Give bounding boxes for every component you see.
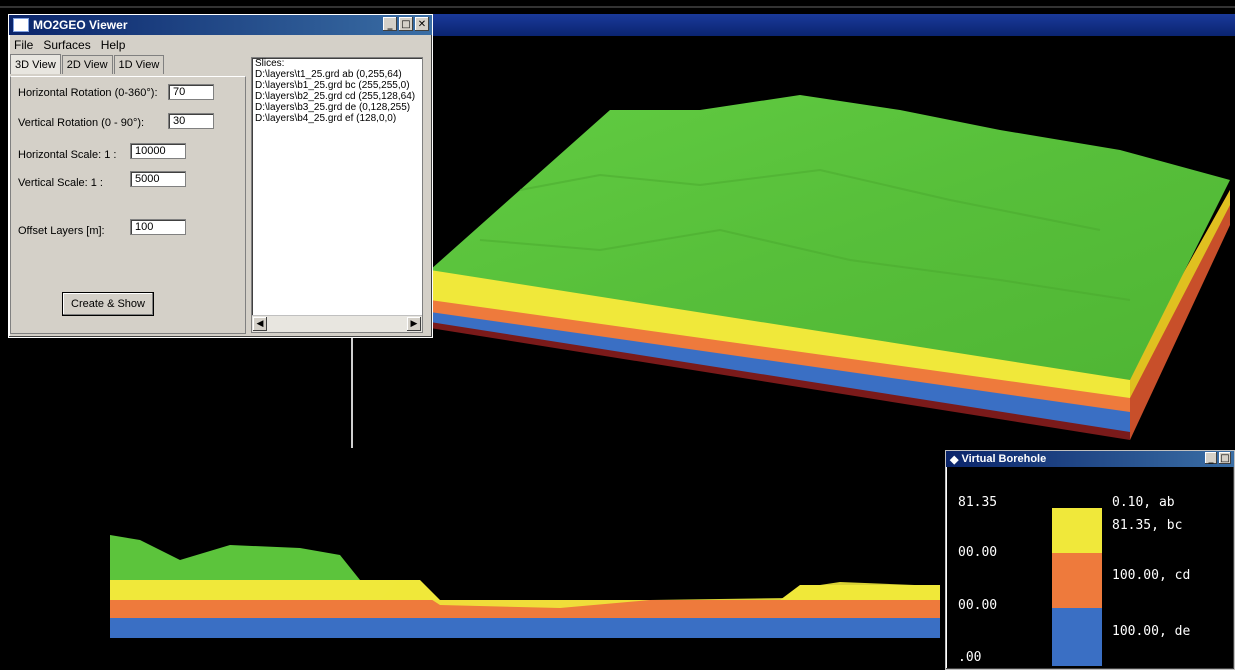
close-button[interactable]: ✕ bbox=[415, 17, 429, 31]
viewer-titlebar[interactable]: MO2GEO Viewer _ □ ✕ bbox=[9, 15, 432, 35]
3d-view-panel bbox=[10, 76, 246, 334]
borehole-layer-orange bbox=[1052, 553, 1102, 608]
maximize-button[interactable]: □ bbox=[399, 17, 413, 31]
borehole-layer-blue bbox=[1052, 608, 1102, 666]
minimize-button[interactable]: _ bbox=[383, 17, 397, 31]
list-item[interactable]: D:\layers\b4_25.grd ef (128,0,0) bbox=[255, 113, 397, 124]
hrot-label: Horizontal Rotation (0-360°): bbox=[18, 87, 158, 99]
list-item[interactable]: D:\layers\b2_25.grd cd (255,128,64) bbox=[255, 91, 416, 102]
hscale-label: Horizontal Scale: 1 : bbox=[18, 149, 117, 161]
tab-1d-view[interactable]: 1D View bbox=[113, 55, 165, 74]
tab-3d-view[interactable]: 3D View bbox=[10, 54, 61, 74]
app-icon bbox=[13, 18, 29, 32]
terrain-block-3d bbox=[430, 95, 1230, 440]
offset-input[interactable]: 100 bbox=[130, 219, 186, 235]
borehole-titlebar[interactable]: ◆ Virtual Borehole _ □ bbox=[946, 451, 1234, 467]
borehole-layer-yellow bbox=[1052, 508, 1102, 553]
tab-2d-view[interactable]: 2D View bbox=[61, 55, 113, 74]
maximize-button[interactable]: □ bbox=[1219, 452, 1231, 464]
scroll-left-icon[interactable]: ◀ bbox=[253, 317, 267, 331]
create-show-button[interactable]: Create & Show bbox=[62, 292, 154, 316]
vscale-input[interactable]: 5000 bbox=[130, 171, 186, 187]
depth-label: .00 bbox=[958, 650, 982, 665]
vrot-label: Vertical Rotation (0 - 90°): bbox=[18, 117, 145, 129]
list-item[interactable]: D:\layers\t1_25.grd ab (0,255,64) bbox=[255, 69, 402, 80]
menu-file[interactable]: File bbox=[14, 38, 34, 52]
depth-label: 00.00 bbox=[958, 545, 998, 560]
depth-label: 00.00 bbox=[958, 598, 998, 613]
minimize-button[interactable]: _ bbox=[1205, 452, 1217, 464]
list-item: Slices: bbox=[255, 58, 285, 69]
main-window-titlebar bbox=[430, 14, 1235, 36]
hrot-input[interactable]: 70 bbox=[168, 84, 214, 100]
layer-label: 100.00, cd bbox=[1112, 568, 1191, 583]
slices-list[interactable]: Slices: D:\layers\t1_25.grd ab (0,255,64… bbox=[251, 57, 423, 333]
vrot-input[interactable]: 30 bbox=[168, 113, 214, 129]
vscale-label: Vertical Scale: 1 : bbox=[18, 177, 103, 189]
borehole-title: Virtual Borehole bbox=[961, 453, 1047, 465]
offset-label: Offset Layers [m]: bbox=[18, 225, 105, 237]
menubar: File Surfaces Help bbox=[9, 35, 432, 55]
list-item[interactable]: D:\layers\b1_25.grd bc (255,255,0) bbox=[255, 80, 410, 91]
hscale-input[interactable]: 10000 bbox=[130, 143, 186, 159]
layer-label: 0.10, ab bbox=[1112, 495, 1175, 510]
view-tabs: 3D View 2D View 1D View bbox=[10, 54, 165, 74]
list-item[interactable]: D:\layers\b3_25.grd de (0,128,255) bbox=[255, 102, 411, 113]
depth-label: 81.35 bbox=[958, 495, 998, 510]
horizontal-scrollbar[interactable]: ◀ ▶ bbox=[252, 315, 422, 332]
borehole-icon: ◆ bbox=[950, 453, 959, 466]
layer-label: 100.00, de bbox=[1112, 624, 1191, 639]
viewer-title: MO2GEO Viewer bbox=[33, 18, 128, 32]
profile-2d bbox=[110, 535, 940, 638]
layer-label: 81.35, bc bbox=[1112, 518, 1183, 533]
menu-help[interactable]: Help bbox=[100, 38, 126, 52]
scroll-right-icon[interactable]: ▶ bbox=[407, 317, 421, 331]
menu-surfaces[interactable]: Surfaces bbox=[43, 38, 91, 52]
